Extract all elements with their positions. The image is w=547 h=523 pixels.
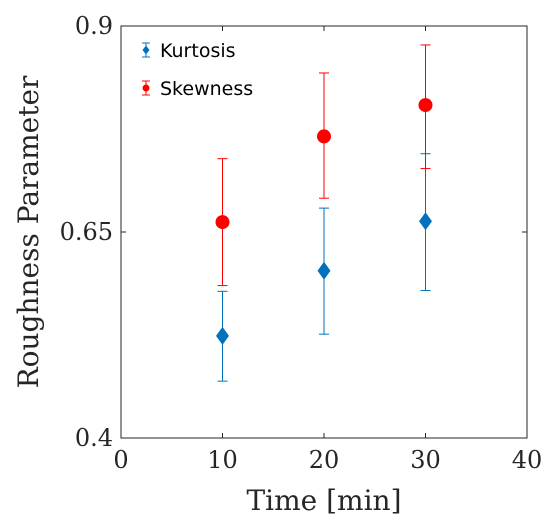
skewness-point xyxy=(215,215,230,230)
x-axis-ticks: 0 10 20 30 40 xyxy=(113,26,542,474)
legend: Kurtosis Skewness xyxy=(142,40,253,100)
legend-kurtosis-label: Kurtosis xyxy=(160,40,236,62)
skewness-point xyxy=(317,129,331,144)
legend-kurtosis-marker xyxy=(142,45,150,55)
y-axis-label: Roughness Parameter xyxy=(12,75,45,388)
data-marks xyxy=(215,44,433,382)
skewness-point xyxy=(418,98,433,113)
x-tick-label: 30 xyxy=(410,446,441,474)
y-axis-ticks: 0.4 0.65 0.9 xyxy=(60,12,527,452)
y-tick-label: 0.9 xyxy=(75,12,113,40)
x-tick-label: 0 xyxy=(113,446,128,474)
x-tick-label: 10 xyxy=(207,446,238,474)
kurtosis-point xyxy=(317,261,331,280)
x-tick-label: 40 xyxy=(512,446,543,474)
kurtosis-point xyxy=(419,212,432,231)
y-tick-label: 0.4 xyxy=(75,424,113,452)
kurtosis-point xyxy=(216,326,229,345)
x-tick-label: 20 xyxy=(309,446,340,474)
y-tick-label: 0.65 xyxy=(60,218,113,246)
legend-skewness-label: Skewness xyxy=(160,78,253,100)
legend-skewness-marker xyxy=(142,84,150,92)
x-axis-label: Time [min] xyxy=(246,484,401,517)
